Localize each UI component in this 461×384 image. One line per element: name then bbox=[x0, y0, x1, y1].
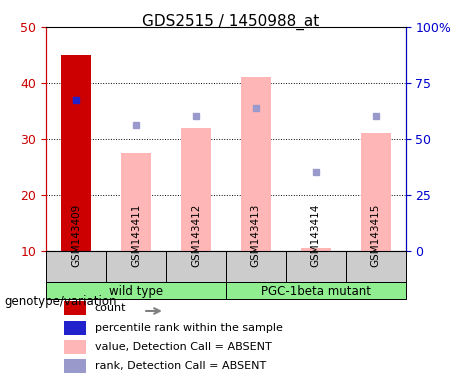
Text: PGC-1beta mutant: PGC-1beta mutant bbox=[261, 285, 371, 298]
Text: GSM143412: GSM143412 bbox=[191, 203, 201, 266]
FancyBboxPatch shape bbox=[286, 250, 346, 282]
Bar bbox=[64, 359, 86, 373]
FancyBboxPatch shape bbox=[46, 282, 226, 300]
Text: GSM143415: GSM143415 bbox=[371, 203, 381, 266]
Text: wild type: wild type bbox=[109, 285, 163, 298]
FancyBboxPatch shape bbox=[226, 282, 406, 300]
Bar bbox=[121, 153, 151, 250]
Bar bbox=[64, 321, 86, 335]
Text: GSM143409: GSM143409 bbox=[71, 204, 81, 266]
FancyBboxPatch shape bbox=[166, 250, 226, 282]
FancyBboxPatch shape bbox=[46, 250, 106, 282]
Text: percentile rank within the sample: percentile rank within the sample bbox=[95, 323, 283, 333]
Bar bbox=[61, 55, 91, 250]
Text: rank, Detection Call = ABSENT: rank, Detection Call = ABSENT bbox=[95, 361, 266, 371]
Bar bbox=[181, 127, 211, 250]
Text: GSM143411: GSM143411 bbox=[131, 203, 141, 266]
Bar bbox=[64, 301, 86, 315]
FancyBboxPatch shape bbox=[346, 250, 406, 282]
Bar bbox=[301, 248, 331, 250]
Text: GSM143413: GSM143413 bbox=[251, 203, 261, 266]
Text: value, Detection Call = ABSENT: value, Detection Call = ABSENT bbox=[95, 342, 272, 352]
Text: GSM143414: GSM143414 bbox=[311, 203, 321, 266]
Text: genotype/variation: genotype/variation bbox=[5, 295, 117, 308]
Bar bbox=[241, 77, 271, 250]
FancyBboxPatch shape bbox=[226, 250, 286, 282]
Bar bbox=[64, 340, 86, 354]
Bar bbox=[361, 133, 390, 250]
Text: count: count bbox=[95, 303, 126, 313]
Text: GDS2515 / 1450988_at: GDS2515 / 1450988_at bbox=[142, 13, 319, 30]
FancyBboxPatch shape bbox=[106, 250, 166, 282]
